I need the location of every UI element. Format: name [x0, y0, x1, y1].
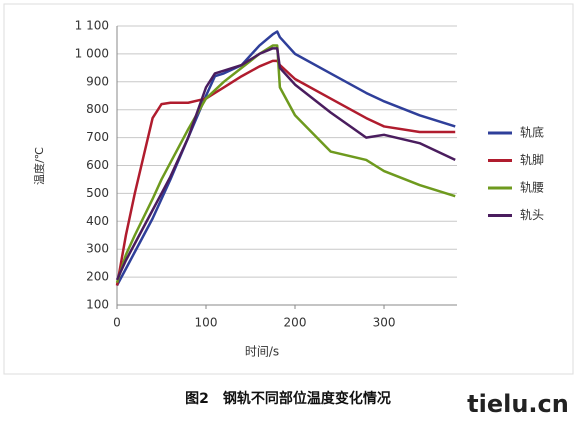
series-line — [115, 47, 456, 281]
y-tick-label: 300 — [86, 242, 109, 256]
y-tick-label: 800 — [86, 102, 109, 116]
x-tick-label: 100 — [195, 316, 218, 330]
y-tick-label: 100 — [86, 298, 109, 312]
x-tick-label: 0 — [113, 316, 121, 330]
y-tick-label: 600 — [86, 158, 109, 172]
series-line — [115, 44, 456, 284]
y-tick-label: 700 — [86, 130, 109, 144]
y-tick-label: 500 — [86, 186, 109, 200]
caption: 图2 钢轨不同部位温度变化情况 — [185, 390, 391, 407]
y-tick-label: 400 — [86, 214, 109, 228]
legend-label: 轨脚 — [520, 152, 544, 167]
y-tick-label: 900 — [86, 74, 109, 88]
legend-label: 轨底 — [520, 125, 544, 140]
x-tick-label: 200 — [284, 316, 307, 330]
legend-label: 轨头 — [520, 208, 544, 222]
series-line — [115, 59, 456, 286]
y-tick-label: 1 100 — [75, 19, 109, 33]
x-tick-label: 300 — [373, 316, 396, 330]
x-axis-label: 时间/s — [245, 345, 279, 359]
y-tick-label: 1 000 — [75, 46, 109, 60]
legend-label: 轨腰 — [520, 181, 544, 195]
y-axis-label: 温度/℃ — [32, 147, 46, 185]
frame — [3, 3, 574, 375]
y-tick-label: 200 — [86, 270, 109, 284]
watermark: tielu.cn — [467, 390, 569, 418]
